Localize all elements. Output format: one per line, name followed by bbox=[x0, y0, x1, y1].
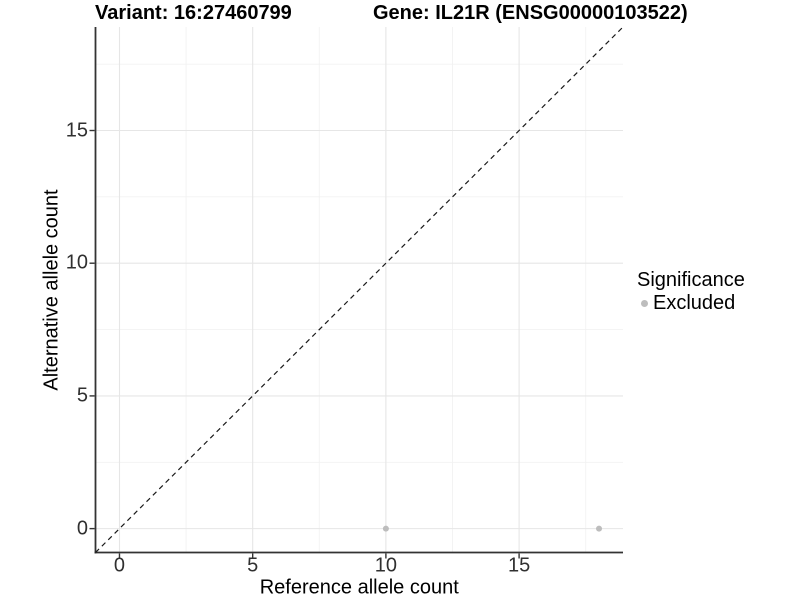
legend: Significance Excluded bbox=[637, 268, 745, 314]
data-points bbox=[382, 525, 603, 532]
legend-title: Significance bbox=[637, 269, 745, 291]
x-tick-label: 5 bbox=[247, 554, 259, 577]
identity-line bbox=[95, 26, 624, 553]
x-tick-label: 0 bbox=[113, 554, 126, 577]
gene-title: Gene: IL21R (ENSG00000103522) bbox=[373, 2, 688, 24]
x-axis-title: Reference allele count bbox=[259, 576, 459, 599]
grid-lines bbox=[95, 27, 623, 553]
x-tick-label: 15 bbox=[507, 554, 531, 577]
y-tick-label: 0 bbox=[76, 517, 88, 540]
axis-lines bbox=[89, 27, 623, 559]
data-point bbox=[382, 525, 389, 532]
y-tick-label: 10 bbox=[65, 251, 88, 274]
excluded-point-icon bbox=[641, 299, 648, 307]
y-axis-title: Alternative allele count bbox=[40, 189, 63, 391]
y-tick-label: 5 bbox=[76, 384, 88, 407]
data-point bbox=[596, 525, 603, 532]
legend-item-label: Excluded bbox=[653, 292, 736, 314]
x-tick-label: 10 bbox=[374, 554, 398, 577]
legend-item-excluded: Excluded bbox=[637, 292, 745, 314]
y-tick-label: 15 bbox=[65, 119, 88, 141]
variant-title: Variant: 16:27460799 bbox=[95, 2, 292, 24]
